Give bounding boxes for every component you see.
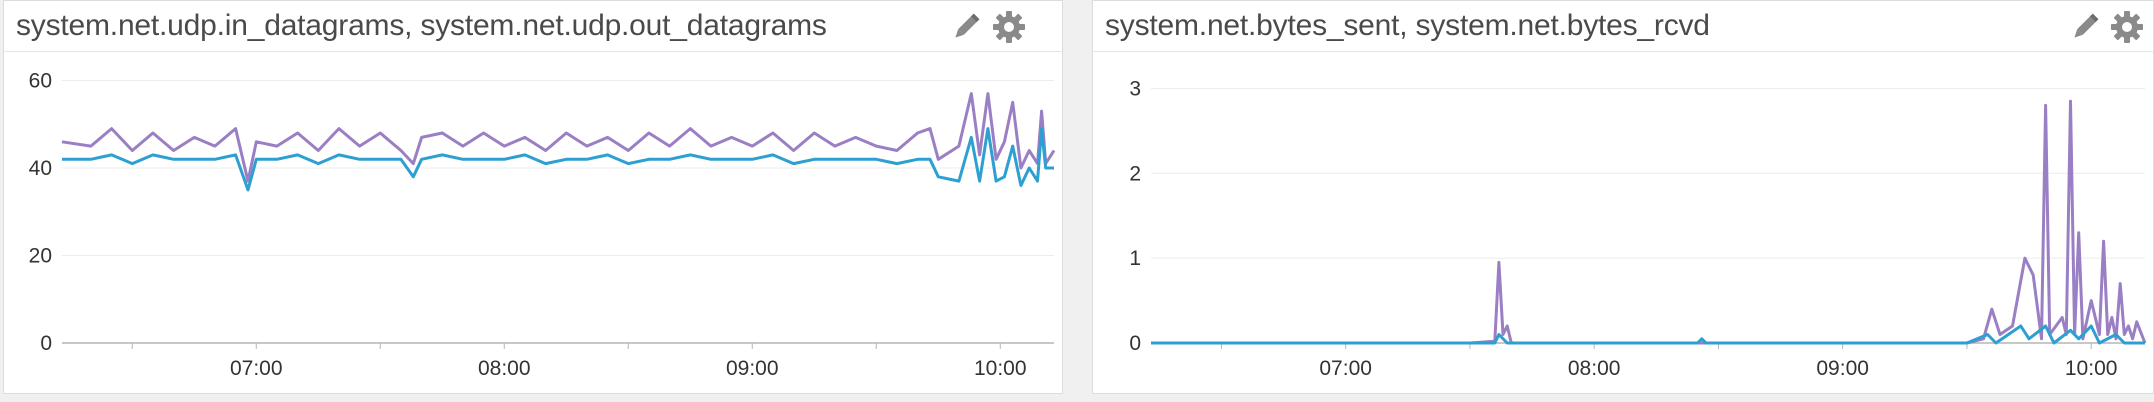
pencil-icon[interactable] (2067, 9, 2103, 45)
y-tick-label: 20 (29, 245, 52, 268)
x-tick-label: 08:00 (1568, 357, 1621, 380)
udp-line-chart: 0 20 40 60 07:00 08:00 09:00 10:00 (29, 70, 1056, 380)
x-tick-label: 09:00 (1816, 357, 1869, 380)
x-tick-label: 09:00 (726, 357, 779, 380)
x-tick-label: 07:00 (1319, 357, 1372, 380)
bytes-widget: system.net.bytes_sent, system.net.bytes_… (1092, 0, 2154, 394)
y-tick-label: 1 (1129, 247, 1141, 270)
series-line-1 (1151, 324, 2145, 345)
x-tick-label: 10:00 (2065, 357, 2118, 380)
header-divider (1093, 51, 2153, 52)
y-tick-label: 0 (1129, 332, 1141, 355)
gear-icon[interactable] (2109, 9, 2145, 45)
widget-title: system.net.bytes_sent, system.net.bytes_… (1105, 9, 1710, 42)
gear-icon[interactable] (991, 9, 1027, 45)
x-tick-label: 08:00 (478, 357, 531, 380)
widget-title: system.net.udp.in_datagrams, system.net.… (16, 9, 827, 42)
y-tick-label: 2 (1129, 162, 1141, 185)
header-divider (4, 51, 1062, 52)
bytes-line-chart: 0 1 2 3 07:00 08:00 09:00 10:00 (1129, 77, 2147, 380)
y-tick-label: 40 (29, 157, 52, 180)
series-line-1 (62, 127, 1054, 192)
y-tick-label: 60 (29, 70, 52, 93)
series-line-0 (1151, 99, 2147, 345)
udp-datagrams-widget: system.net.udp.in_datagrams, system.net.… (3, 0, 1063, 394)
x-tick-label: 10:00 (974, 357, 1027, 380)
x-tick-label: 07:00 (230, 357, 283, 380)
series-line-0 (61, 92, 1056, 183)
y-tick-label: 0 (40, 332, 52, 355)
y-tick-label: 3 (1129, 77, 1141, 100)
pencil-icon[interactable] (948, 9, 984, 45)
